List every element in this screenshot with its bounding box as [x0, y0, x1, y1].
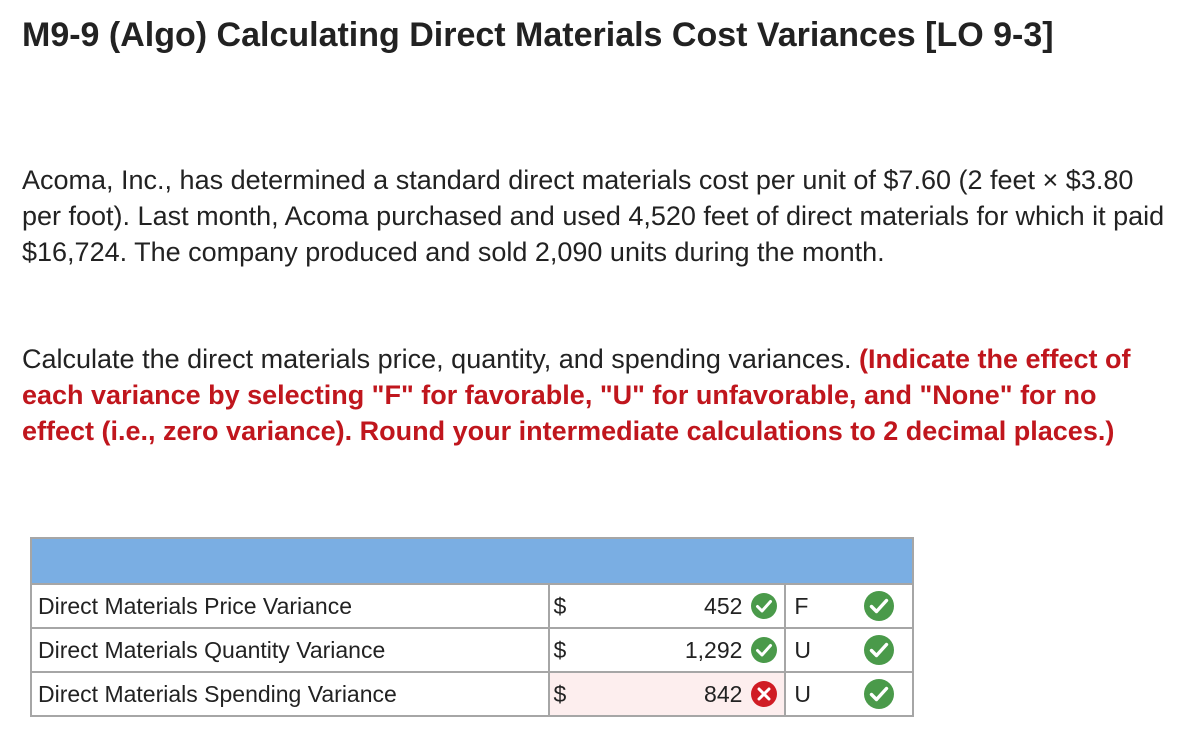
currency-symbol: $: [547, 627, 592, 673]
variance-amount-input[interactable]: 452: [704, 592, 743, 619]
check-circle-icon: [863, 679, 894, 709]
currency-symbol: $: [547, 583, 592, 629]
check-circle-icon: [863, 635, 894, 665]
effect-status-cell: [845, 671, 914, 717]
instruction-text: Calculate the direct materials price, qu…: [22, 344, 852, 374]
row-label: Direct Materials Spending Variance: [30, 671, 550, 717]
check-circle-icon: [751, 637, 778, 663]
row-label: Direct Materials Price Variance: [30, 583, 550, 629]
instruction-emphasis: (Indicate the effect of each variance by…: [22, 344, 1131, 446]
table-row: Direct Materials Price Variance $ 452 F: [30, 583, 914, 629]
effect-select[interactable]: F: [784, 583, 846, 629]
row-label: Direct Materials Quantity Variance: [30, 627, 550, 673]
effect-status-cell: [845, 583, 914, 629]
problem-title: M9-9 (Algo) Calculating Direct Materials…: [22, 16, 1054, 54]
problem-statement: Acoma, Inc., has determined a standard d…: [22, 165, 1165, 267]
variance-table: Direct Materials Price Variance $ 452 F …: [30, 537, 914, 717]
effect-select[interactable]: U: [784, 671, 846, 717]
variance-amount-cell[interactable]: 842: [591, 671, 787, 717]
effect-select[interactable]: U: [784, 627, 846, 673]
table-row: Direct Materials Spending Variance $ 842…: [30, 671, 914, 717]
x-circle-icon: [751, 681, 778, 707]
table-header: [30, 537, 914, 585]
check-circle-icon: [863, 591, 894, 621]
variance-amount-cell[interactable]: 1,292: [591, 627, 787, 673]
currency-symbol: $: [547, 671, 592, 717]
check-circle-icon: [751, 593, 778, 619]
instructions: Calculate the direct materials price, qu…: [22, 341, 1172, 449]
variance-amount-input[interactable]: 842: [704, 680, 743, 707]
effect-status-cell: [845, 627, 914, 673]
table-row: Direct Materials Quantity Variance $ 1,2…: [30, 627, 914, 673]
variance-amount-cell[interactable]: 452: [591, 583, 787, 629]
variance-amount-input[interactable]: 1,292: [684, 636, 743, 663]
table-header-cell: [30, 537, 914, 585]
